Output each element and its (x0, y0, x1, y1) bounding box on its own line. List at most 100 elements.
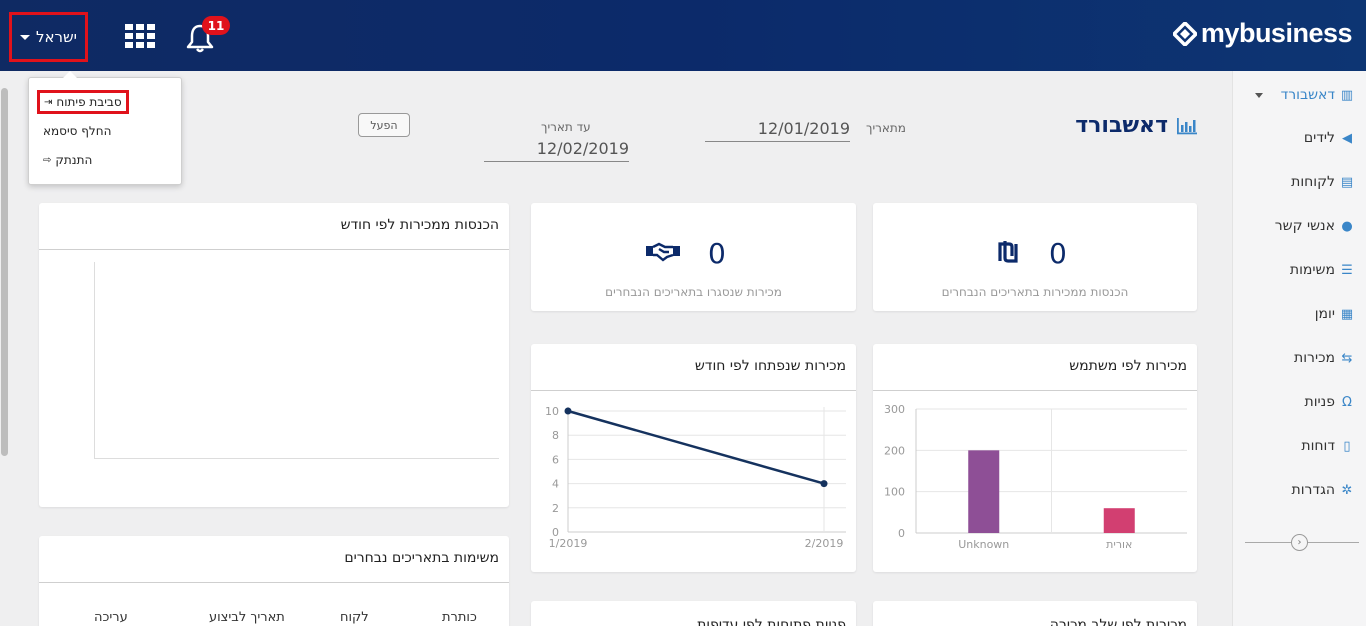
card-title: מכירות לפי משתמש (1069, 358, 1187, 374)
card-title: הכנסות ממכירות לפי חודש (340, 217, 499, 233)
closed-sales-kpi-value: 0 (708, 237, 726, 270)
list-icon: ☰ (1341, 262, 1353, 278)
x-tick-label: 2/2019 (805, 537, 844, 550)
sidebar-item-inquiries[interactable]: Ω פניות (1305, 394, 1355, 410)
sidebar-item-label: יומן (1314, 306, 1335, 322)
sidebar-item-customers[interactable]: ▤ לקוחות (1291, 174, 1354, 190)
y-tick-label: 4 (552, 478, 559, 491)
menu-item-label: החלף סיסמא (43, 124, 112, 138)
sidebar-item-label: דוחות (1301, 438, 1335, 454)
opened-sales-by-month-chart: 0 2 4 6 8 10 1/2019 2/2019 (545, 405, 846, 550)
collapse-chevron-icon[interactable]: › (1291, 534, 1308, 551)
mybusiness-logo[interactable]: mybusiness (1172, 18, 1353, 49)
building-icon: ▤ (1340, 174, 1354, 190)
calendar-icon: ▦ (1340, 306, 1354, 322)
menu-item-change-password[interactable]: החלף סיסמא (43, 124, 111, 138)
y-tick-label: 0 (898, 527, 905, 540)
user-name: ישראל (35, 28, 77, 46)
sidebar-item-label: לקוחות (1291, 174, 1335, 190)
y-tick-label: 300 (884, 403, 905, 416)
sidebar-item-tasks[interactable]: ☰ משימות (1290, 262, 1354, 278)
closed-sales-kpi-card: 0 מכירות שנסגרו בתאריכים הנבחרים (531, 203, 856, 311)
run-button[interactable]: הפעל (358, 113, 410, 137)
sidebar-item-label: משימות (1289, 262, 1335, 278)
x-tick-label: Unknown (958, 538, 1009, 551)
card-divider (39, 249, 509, 250)
notification-badge: 11 (202, 16, 230, 35)
from-date-label: מתאריך (866, 121, 906, 135)
user-dropdown-menu: סביבת פיתוח ⇥ החלף סיסמא התנתק ⇨ (28, 71, 182, 185)
income-kpi-value: 0 (1049, 237, 1067, 270)
y-tick-label: 200 (884, 444, 905, 457)
income-kpi-label: הכנסות ממכירות בתאריכים הנבחרים (941, 285, 1129, 299)
to-date-input[interactable]: 12/02/2019 (484, 139, 629, 162)
tasks-card: משימות בתאריכים נבחרים כותרת לקוח תאריך … (39, 536, 509, 626)
bar (968, 450, 1000, 533)
sidebar-item-label: דאשבורד (1280, 87, 1335, 103)
card-divider (531, 390, 856, 391)
open-inquiries-card: פניות פתוחות לפי עדיפות (531, 601, 856, 626)
card-divider (873, 390, 1197, 391)
menu-item-logout[interactable]: התנתק ⇨ (43, 153, 92, 167)
top-header: ישראל 11 mybusiness (0, 0, 1366, 71)
x-tick-label: 1/2019 (549, 537, 588, 550)
data-point (564, 407, 572, 415)
column-header-edit[interactable]: עריכה (94, 610, 128, 625)
sales-by-user-card: מכירות לפי משתמש 0 100 200 300 Unknown אורית (873, 344, 1197, 572)
menu-item-dev-environment[interactable]: סביבת פיתוח ⇥ (37, 90, 129, 114)
sidebar-item-label: הגדרות (1291, 482, 1335, 498)
handshake-icon: ⇆ (1341, 350, 1353, 366)
column-header-customer[interactable]: לקוח (340, 610, 369, 625)
card-title: משימות בתאריכים נבחרים (344, 550, 499, 566)
y-tick-label: 2 (552, 502, 559, 515)
from-date-value: 12/01/2019 (757, 119, 850, 138)
sidebar-item-reports[interactable]: ▯ דוחות (1301, 438, 1354, 454)
sidebar-item-dashboard[interactable]: ▥ דאשבורד (1281, 87, 1354, 103)
logo-text: mybusiness (1200, 18, 1353, 48)
handshake-icon (646, 242, 680, 262)
scrollbar-thumb[interactable] (1, 88, 8, 456)
shekel-icon (998, 241, 1018, 263)
card-title: מכירות לפי שלב מכירה (1049, 617, 1187, 626)
sidebar-item-label: מכירות (1294, 350, 1335, 366)
page-scrollbar[interactable] (0, 88, 9, 456)
sidebar: ▥ דאשבורד ◀ לידים ▤ לקוחות ● אנשי קשר ☰ … (1232, 71, 1366, 626)
to-date-value: 12/02/2019 (536, 139, 629, 158)
sign-out-icon: ⇨ (43, 154, 52, 166)
column-header-due-date[interactable]: תאריך לביצוע (209, 610, 285, 625)
apps-grid-icon[interactable] (125, 24, 155, 48)
headset-icon: Ω (1342, 394, 1352, 410)
sidebar-item-label: אנשי קשר (1274, 218, 1335, 234)
chevron-down-icon[interactable] (1255, 93, 1263, 98)
sidebar-item-leads[interactable]: ◀ לידים (1304, 130, 1354, 146)
closed-sales-kpi-label: מכירות שנסגרו בתאריכים הנבחרים (605, 285, 782, 299)
sidebar-item-settings[interactable]: ✲ הגדרות (1292, 482, 1354, 498)
bar-chart-icon: ▥ (1340, 87, 1354, 103)
card-title: פניות פתוחות לפי עדיפות (697, 617, 846, 626)
sales-by-user-chart: 0 100 200 300 Unknown אורית (884, 403, 1187, 551)
menu-item-label: סביבת פיתוח (56, 95, 122, 109)
sidebar-item-label: לידים (1303, 130, 1335, 146)
user-icon: ● (1341, 218, 1353, 234)
column-header-title[interactable]: כותרת (442, 610, 477, 625)
card-divider (39, 582, 509, 583)
sidebar-item-sales[interactable]: ⇆ מכירות (1294, 350, 1354, 366)
y-tick-label: 6 (552, 453, 559, 466)
income-kpi-card: 0 הכנסות ממכירות בתאריכים הנבחרים (873, 203, 1197, 311)
sidebar-item-contacts[interactable]: ● אנשי קשר (1275, 218, 1354, 234)
series-line (567, 409, 825, 485)
income-by-month-chart (94, 262, 499, 459)
y-tick-label: 10 (545, 405, 559, 418)
file-icon: ▯ (1343, 438, 1351, 454)
card-title: מכירות שנפתחו לפי חודש (694, 358, 846, 374)
income-by-month-card: הכנסות ממכירות לפי חודש (39, 203, 509, 507)
page-title-text: דאשבורד (1075, 113, 1168, 138)
sidebar-item-calendar[interactable]: ▦ יומן (1315, 306, 1354, 322)
sidebar-item-label: פניות (1304, 394, 1336, 410)
caret-down-icon (19, 34, 30, 40)
to-date-label: עד תאריך (541, 120, 591, 134)
user-menu-button[interactable]: ישראל (9, 12, 88, 62)
opened-sales-by-month-card: מכירות שנפתחו לפי חודש 0 2 4 6 8 10 1/2019 2/20… (531, 344, 856, 572)
sign-in-icon: ⇥ (44, 96, 53, 108)
from-date-input[interactable]: 12/01/2019 (705, 119, 850, 142)
